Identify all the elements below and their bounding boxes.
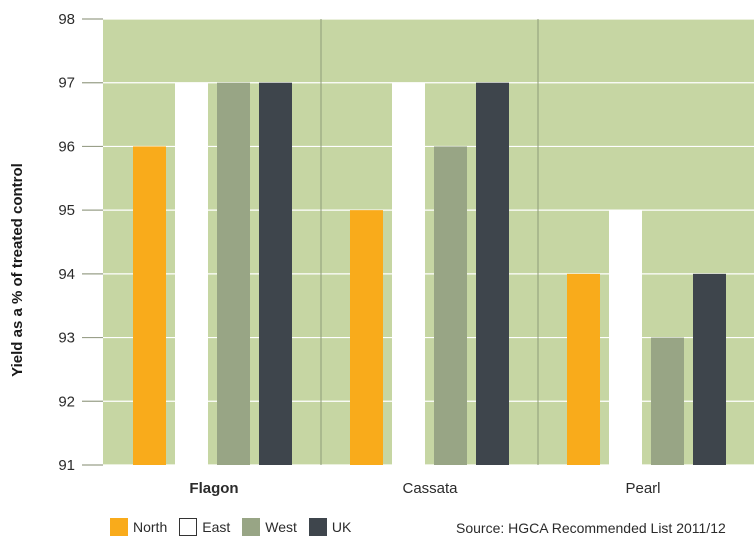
legend-swatch-north [110, 518, 128, 536]
bar-uk-flagon [259, 82, 292, 465]
plot-area [103, 19, 754, 465]
bar-uk-pearl [693, 273, 726, 465]
bar-north-pearl [567, 273, 600, 465]
bar-west-flagon [217, 82, 250, 465]
legend-swatch-east [179, 518, 198, 536]
bar-north-flagon [133, 146, 166, 465]
legend-swatch-uk [308, 518, 327, 536]
bar-west-pearl [651, 337, 684, 465]
y-tick-label: 93 [58, 330, 75, 347]
bar-north-cassata [350, 210, 383, 465]
bar-uk-cassata [476, 82, 509, 465]
category-labels: Flagon Cassata Pearl [189, 480, 660, 497]
legend-item-east: East [179, 518, 230, 536]
legend-label-east: East [202, 519, 231, 535]
y-axis-ticks: 91 92 93 94 95 96 97 98 [58, 11, 103, 474]
y-tick-label: 92 [58, 393, 75, 410]
y-axis-label: Yield as a % of treated control [9, 163, 26, 377]
y-tick-label: 95 [58, 202, 75, 219]
bar-east-cassata [392, 82, 425, 465]
category-label-cassata: Cassata [402, 480, 458, 497]
bar-east-flagon [175, 82, 208, 465]
bar-east-pearl [609, 210, 642, 465]
legend-item-north: North [110, 518, 167, 536]
legend: North East West UK [110, 518, 363, 536]
y-tick-label: 97 [58, 75, 75, 92]
legend-swatch-west [242, 518, 261, 536]
category-label-pearl: Pearl [625, 480, 660, 497]
legend-label-north: North [133, 519, 168, 535]
source-note: Source: HGCA Recommended List 2011/12 [456, 520, 726, 536]
y-tick-label: 98 [58, 11, 75, 28]
y-tick-label: 91 [58, 457, 75, 474]
category-label-flagon: Flagon [189, 480, 238, 497]
bar-west-cassata [434, 146, 467, 465]
legend-item-uk: UK [308, 518, 352, 536]
y-tick-label: 94 [58, 266, 75, 283]
legend-item-west: West [242, 518, 297, 536]
y-tick-label: 96 [58, 138, 75, 155]
legend-label-uk: UK [331, 519, 352, 535]
bars [133, 82, 726, 465]
legend-label-west: West [265, 519, 297, 535]
gridlines [103, 18, 754, 466]
